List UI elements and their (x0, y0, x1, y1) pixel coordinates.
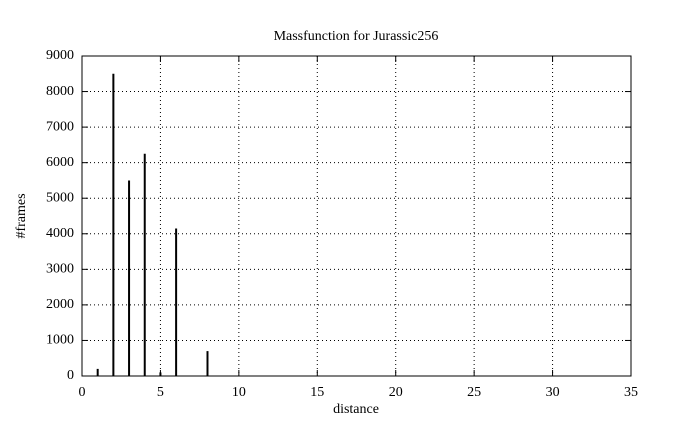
y-axis-label: #frames (14, 193, 29, 238)
y-tick-label: 9000 (46, 48, 74, 63)
x-tick-label: 20 (389, 385, 403, 400)
y-tick-label: 4000 (46, 226, 74, 241)
plot-frame (81, 55, 632, 377)
x-tick-label: 35 (624, 385, 638, 400)
x-tick-label: 10 (232, 385, 246, 400)
y-tick-label: 2000 (46, 297, 74, 312)
y-tick-label: 8000 (46, 84, 74, 99)
x-tick-label: 25 (467, 385, 481, 400)
y-tick-label: 5000 (46, 190, 74, 205)
x-tick-label: 5 (157, 385, 164, 400)
y-tick-label: 7000 (46, 119, 74, 134)
y-tick-label: 0 (67, 368, 74, 383)
x-tick-label: 15 (310, 385, 324, 400)
x-tick-label: 0 (79, 385, 86, 400)
y-tick-label: 3000 (46, 262, 74, 277)
chart-title: Massfunction for Jurassic256 (274, 29, 439, 44)
x-tick-label: 30 (546, 385, 560, 400)
x-axis-label: distance (333, 402, 379, 417)
y-tick-label: 1000 (46, 333, 74, 348)
y-tick-label: 6000 (46, 155, 74, 170)
